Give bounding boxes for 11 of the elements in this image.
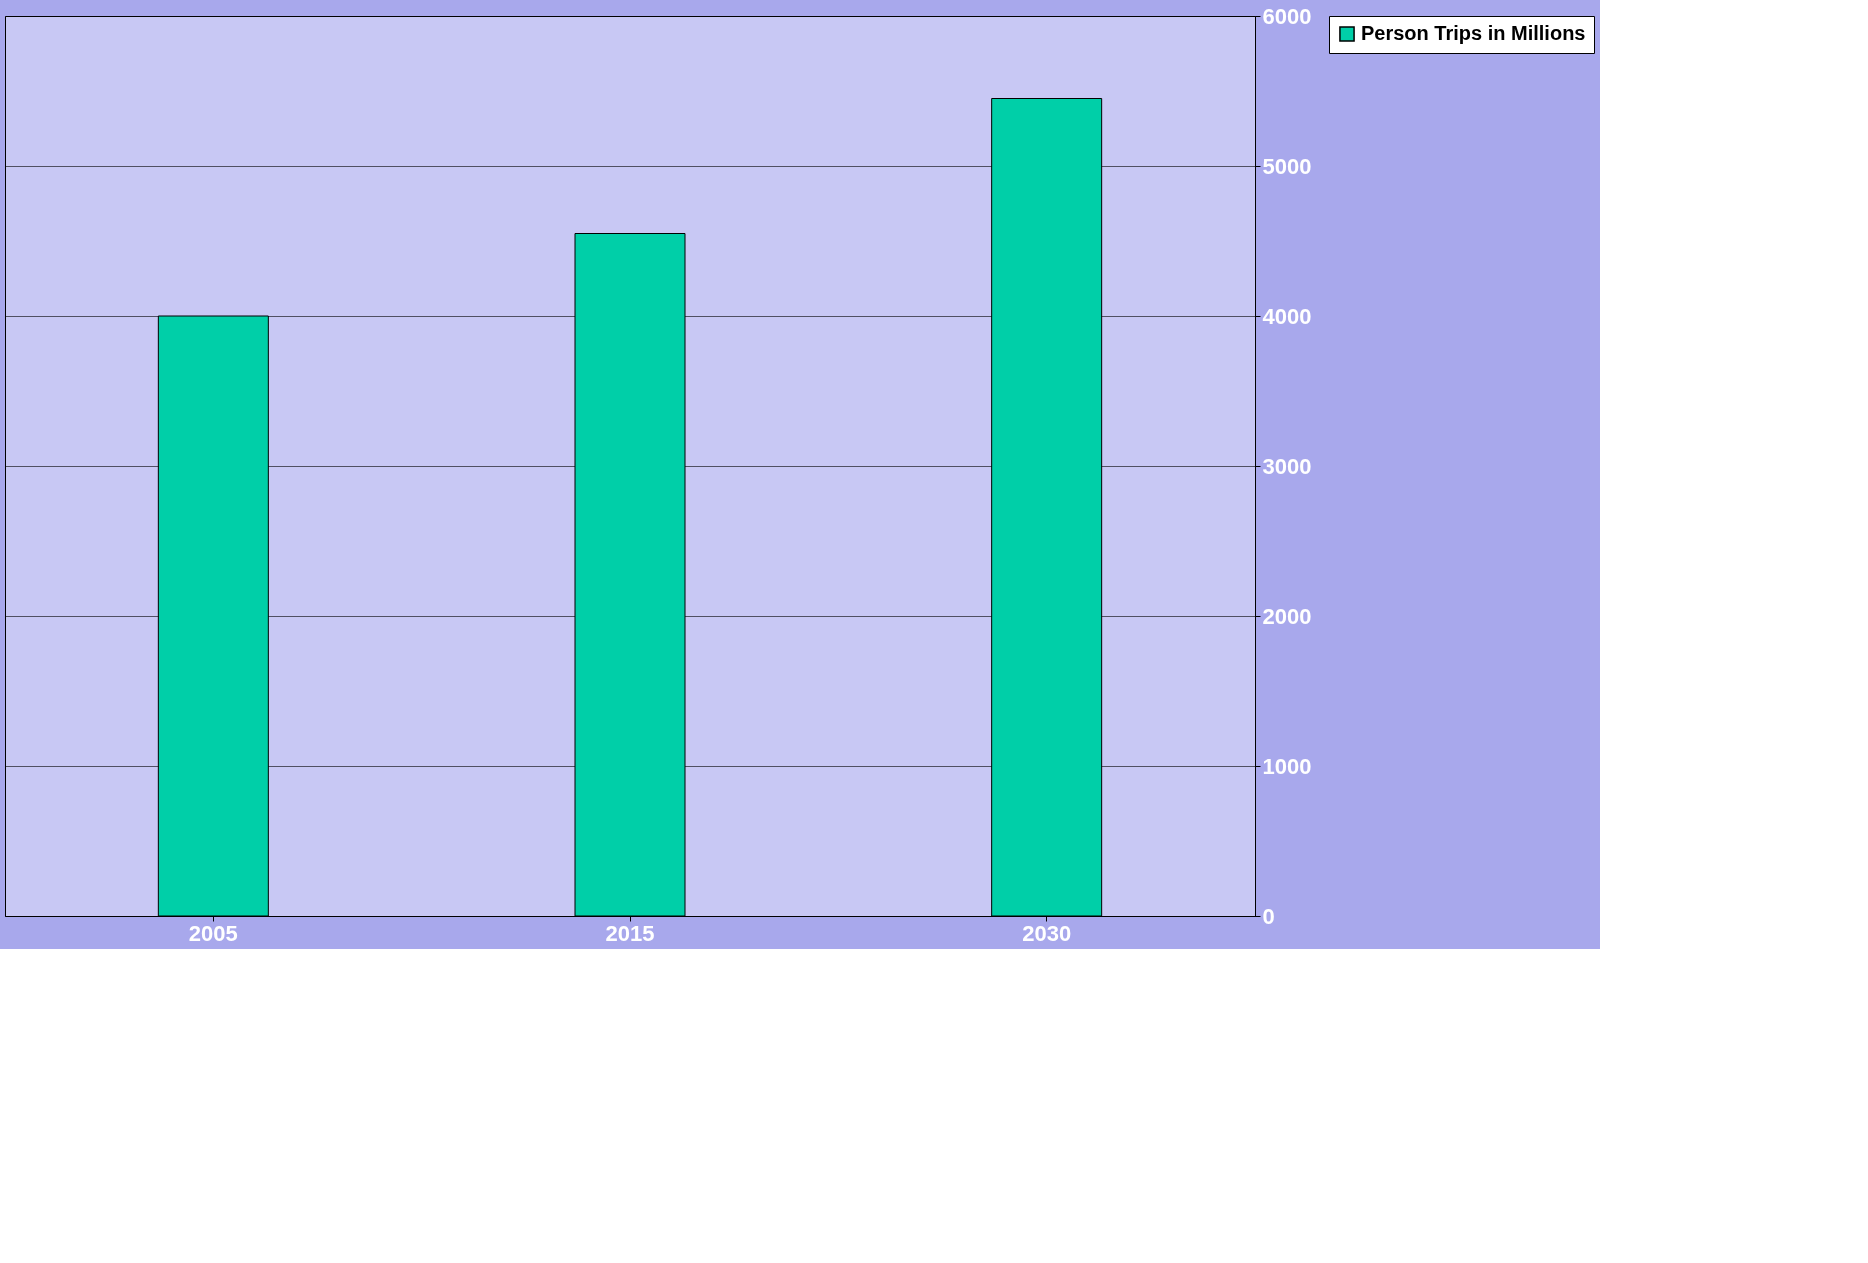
x-tick-label: 2015: [605, 920, 655, 946]
y-tick-label: 1000: [1262, 753, 1312, 779]
y-tick-label: 6000: [1262, 3, 1312, 29]
y-tick-label: 3000: [1262, 453, 1312, 479]
x-tick-label: 2030: [1022, 920, 1072, 946]
y-tick-label: 2000: [1262, 603, 1312, 629]
x-tick-label: 2005: [188, 920, 238, 946]
legend-label: Person Trips in Millions: [1361, 22, 1586, 44]
y-tick-label: 5000: [1262, 153, 1312, 179]
y-tick-label: 0: [1262, 903, 1275, 929]
y-tick-label: 4000: [1262, 303, 1312, 329]
